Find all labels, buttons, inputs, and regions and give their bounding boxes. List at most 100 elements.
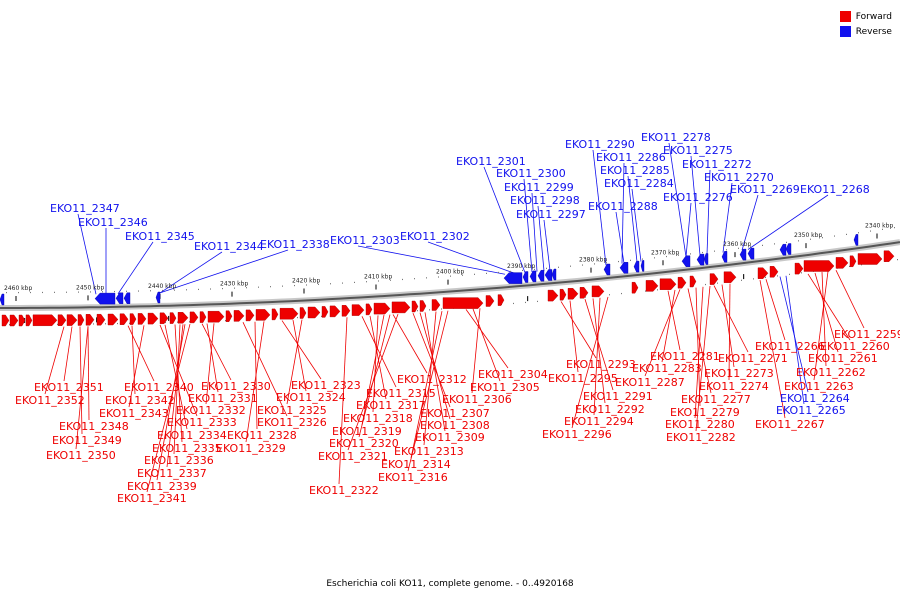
reverse-gene-label: EKO11_2346 bbox=[78, 216, 148, 229]
scale-tick-label: 2420 kbp bbox=[292, 277, 320, 284]
forward-gene-label: EKO11_2320 bbox=[329, 437, 399, 450]
forward-gene-arrow bbox=[849, 255, 857, 267]
forward-gene-arrow bbox=[159, 312, 169, 324]
scale-minor-mark bbox=[96, 317, 98, 323]
guide-dot bbox=[690, 253, 691, 255]
reverse-gene-arrow bbox=[0, 293, 5, 306]
forward-label-leader bbox=[419, 312, 451, 420]
reverse-gene-label: EKO11_2300 bbox=[496, 167, 566, 180]
forward-gene-label: EKO11_2282 bbox=[666, 431, 736, 444]
forward-gene-arrow bbox=[431, 299, 441, 311]
guide-dot bbox=[822, 237, 823, 239]
reverse-gene-label: EKO11_2299 bbox=[504, 181, 574, 194]
forward-gene-arrow bbox=[77, 314, 85, 326]
reverse-gene-label: EKO11_2268 bbox=[800, 183, 870, 196]
guide-dot bbox=[354, 281, 355, 284]
forward-label-leader bbox=[721, 284, 735, 368]
forward-label-leader bbox=[560, 301, 597, 359]
forward-gene-arrow bbox=[279, 308, 299, 320]
scale-minor-mark bbox=[527, 296, 529, 302]
guide-dot bbox=[765, 276, 766, 278]
reverse-gene-arrow bbox=[522, 271, 529, 283]
forward-label-leader bbox=[392, 314, 428, 374]
guide-dot bbox=[138, 290, 139, 292]
forward-gene-label: EKO11_2309 bbox=[415, 431, 485, 444]
guide-dot bbox=[297, 316, 298, 319]
reverse-gene-label: EKO11_2303 bbox=[330, 234, 400, 247]
reverse-label-leader bbox=[117, 241, 154, 295]
forward-label-leader bbox=[87, 326, 90, 421]
guide-dot bbox=[582, 264, 583, 266]
guide-dot bbox=[366, 281, 367, 283]
guide-dot bbox=[30, 291, 31, 294]
forward-gene-arrow bbox=[129, 313, 137, 325]
forward-gene-arrow bbox=[271, 308, 279, 321]
forward-label-leader bbox=[361, 314, 385, 426]
guide-dot bbox=[594, 263, 595, 265]
forward-label-leader bbox=[44, 326, 65, 395]
forward-gene-arrow bbox=[1, 314, 10, 327]
scale-tick-label: 2460 kbp bbox=[4, 285, 32, 292]
forward-label-leader bbox=[807, 273, 851, 341]
guide-dot bbox=[666, 255, 667, 258]
scale-minor-mark bbox=[168, 315, 170, 321]
guide-dot bbox=[801, 272, 802, 274]
forward-gene-arrow bbox=[723, 271, 737, 283]
forward-gene-label: EKO11_2291 bbox=[583, 390, 653, 403]
forward-gene-arrow bbox=[32, 314, 58, 326]
guide-dot bbox=[225, 319, 226, 322]
forward-gene-arrow bbox=[497, 294, 505, 306]
forward-gene-arrow bbox=[689, 275, 697, 288]
forward-gene-arrow bbox=[579, 287, 589, 299]
reverse-label-leader bbox=[592, 149, 607, 266]
guide-dot bbox=[282, 285, 283, 287]
reverse-label-leader bbox=[357, 245, 506, 275]
forward-gene-arrow bbox=[207, 311, 225, 323]
forward-gene-arrow bbox=[659, 278, 677, 290]
reverse-label-leader bbox=[741, 194, 759, 251]
forward-gene-arrow bbox=[419, 300, 427, 312]
reverse-gene-label: EKO11_2290 bbox=[565, 138, 635, 151]
forward-gene-label: EKO11_2306 bbox=[442, 393, 512, 406]
guide-dot bbox=[234, 287, 235, 289]
forward-gene-arrow bbox=[709, 273, 719, 285]
scale-tick-label: 2390 kbp bbox=[507, 263, 535, 270]
scale-tick-label: 2450 kbp bbox=[76, 284, 104, 291]
reverse-label-leader bbox=[627, 175, 638, 263]
forward-label-leader bbox=[156, 324, 186, 481]
reverse-gene-label: EKO11_2338 bbox=[260, 238, 330, 251]
forward-gene-label: EKO11_2267 bbox=[755, 418, 825, 431]
forward-gene-label: EKO11_2308 bbox=[420, 419, 490, 432]
forward-gene-label: EKO11_2341 bbox=[117, 492, 187, 505]
forward-gene-label: EKO11_2259 bbox=[834, 328, 900, 341]
forward-gene-label: EKO11_2322 bbox=[309, 484, 379, 497]
forward-gene-label: EKO11_2271 bbox=[718, 352, 788, 365]
guide-dot bbox=[894, 227, 895, 229]
legend-reverse-label: Reverse bbox=[855, 26, 892, 37]
guide-dot bbox=[753, 278, 754, 280]
forward-gene-label: EKO11_2296 bbox=[542, 428, 612, 441]
reverse-gene-label: EKO11_2284 bbox=[604, 177, 674, 190]
forward-gene-label: EKO11_2333 bbox=[167, 416, 237, 429]
reverse-label-leader bbox=[615, 211, 625, 264]
forward-label-leader bbox=[164, 324, 188, 430]
forward-gene-arrow bbox=[137, 313, 147, 325]
reverse-label-leader bbox=[621, 162, 625, 264]
reverse-label-leader bbox=[785, 275, 805, 405]
forward-gene-arrow bbox=[329, 305, 341, 318]
reverse-gene-arrow bbox=[640, 260, 645, 272]
forward-gene-arrow bbox=[351, 304, 365, 316]
forward-gene-arrow bbox=[485, 295, 495, 307]
reverse-gene-label: EKO11_2345 bbox=[125, 230, 195, 243]
forward-gene-arrow bbox=[591, 285, 605, 298]
guide-dot bbox=[342, 282, 343, 284]
forward-swatch bbox=[839, 11, 851, 22]
reverse-gene-arrow bbox=[739, 248, 747, 261]
reverse-gene-arrow bbox=[94, 292, 116, 305]
guide-dot bbox=[513, 302, 514, 305]
reverse-gene-arrow bbox=[785, 243, 792, 255]
guide-dot bbox=[390, 279, 391, 281]
guide-dot bbox=[714, 250, 715, 252]
reverse-gene-arrow bbox=[155, 291, 161, 304]
reverse-gene-label: EKO11_2269 bbox=[730, 183, 800, 196]
